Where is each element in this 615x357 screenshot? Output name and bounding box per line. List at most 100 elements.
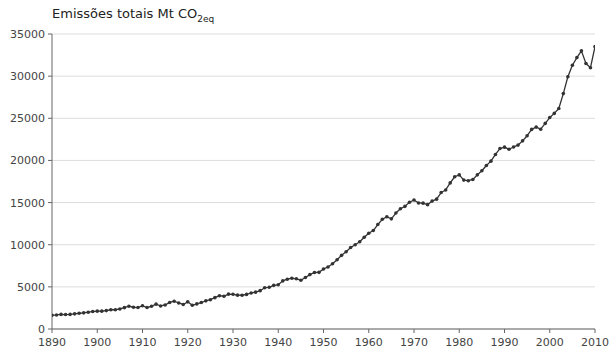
point xyxy=(52,313,54,317)
x-tick-label: 1980 xyxy=(445,336,473,349)
point xyxy=(381,218,385,222)
point xyxy=(127,304,131,308)
point xyxy=(444,188,448,192)
point xyxy=(412,198,416,202)
title-main: Emissões totais Mt CO xyxy=(52,6,197,21)
point xyxy=(471,178,475,182)
point xyxy=(209,298,213,302)
point xyxy=(100,309,104,313)
point xyxy=(376,223,380,227)
y-tick xyxy=(48,160,52,161)
point xyxy=(480,169,484,173)
point xyxy=(403,205,407,209)
x-tick-label: 1920 xyxy=(174,336,202,349)
x-tick-label: 1950 xyxy=(310,336,338,349)
point xyxy=(353,243,357,247)
point xyxy=(181,303,185,307)
point xyxy=(263,286,267,290)
x-tick xyxy=(368,329,369,333)
point xyxy=(331,262,335,266)
point xyxy=(453,175,457,179)
y-tick xyxy=(48,34,52,35)
y-tick-label: 30000 xyxy=(10,70,45,83)
point xyxy=(227,292,231,296)
point xyxy=(390,217,394,221)
point xyxy=(240,293,244,297)
point xyxy=(105,309,109,313)
point xyxy=(190,303,194,307)
y-tick-label: 0 xyxy=(38,323,45,336)
point xyxy=(543,122,547,126)
x-tick-label: 1940 xyxy=(264,336,292,349)
point xyxy=(109,308,113,312)
point xyxy=(91,310,95,314)
point xyxy=(507,147,511,151)
point xyxy=(349,246,353,250)
point xyxy=(59,313,63,317)
point xyxy=(489,159,493,163)
point xyxy=(548,116,552,120)
x-tick xyxy=(187,329,188,333)
point xyxy=(267,286,271,290)
point xyxy=(86,310,90,314)
point xyxy=(430,199,434,203)
point xyxy=(457,173,461,177)
point xyxy=(557,107,561,111)
point xyxy=(539,127,543,131)
point xyxy=(371,229,375,233)
point xyxy=(521,139,525,143)
point xyxy=(258,289,262,293)
point xyxy=(213,296,217,300)
point xyxy=(168,301,172,305)
point xyxy=(322,267,326,271)
point xyxy=(435,197,439,201)
point xyxy=(534,125,538,129)
point xyxy=(195,302,199,306)
x-tick-label: 2010 xyxy=(581,336,609,349)
x-tick xyxy=(323,329,324,333)
point xyxy=(408,200,412,204)
point xyxy=(571,63,575,67)
point xyxy=(308,273,312,277)
y-tick-label: 35000 xyxy=(10,28,45,41)
point xyxy=(439,191,443,195)
point xyxy=(589,66,593,70)
title-subscript: 2eq xyxy=(197,14,214,24)
x-tick xyxy=(504,329,505,333)
title: Emissões totais Mt CO2eq xyxy=(52,6,214,24)
point xyxy=(467,179,471,183)
y-tick xyxy=(48,76,52,77)
point xyxy=(150,304,154,308)
point xyxy=(566,75,570,79)
x-tick xyxy=(595,329,596,333)
point xyxy=(340,254,344,258)
point xyxy=(64,313,68,317)
point xyxy=(159,304,163,308)
point xyxy=(326,265,330,269)
point xyxy=(580,49,584,53)
point xyxy=(525,134,529,138)
point xyxy=(512,145,516,149)
point xyxy=(55,313,59,317)
point xyxy=(222,294,226,298)
point xyxy=(254,290,258,294)
point xyxy=(136,306,140,310)
point xyxy=(562,92,566,96)
point xyxy=(123,306,127,310)
point xyxy=(417,201,421,205)
point xyxy=(584,62,588,66)
grid-line xyxy=(52,286,595,287)
point xyxy=(236,293,240,297)
point xyxy=(218,294,222,298)
point xyxy=(95,309,99,313)
point xyxy=(498,147,502,151)
point xyxy=(313,271,317,275)
plot-marks xyxy=(52,45,595,317)
chart-container: Emissões totais Mt CO2eq0500010000150002… xyxy=(0,0,615,357)
point xyxy=(132,305,136,309)
point xyxy=(290,276,294,280)
point xyxy=(118,307,122,311)
point xyxy=(421,201,425,205)
point xyxy=(552,112,556,116)
grid-line xyxy=(52,34,595,35)
